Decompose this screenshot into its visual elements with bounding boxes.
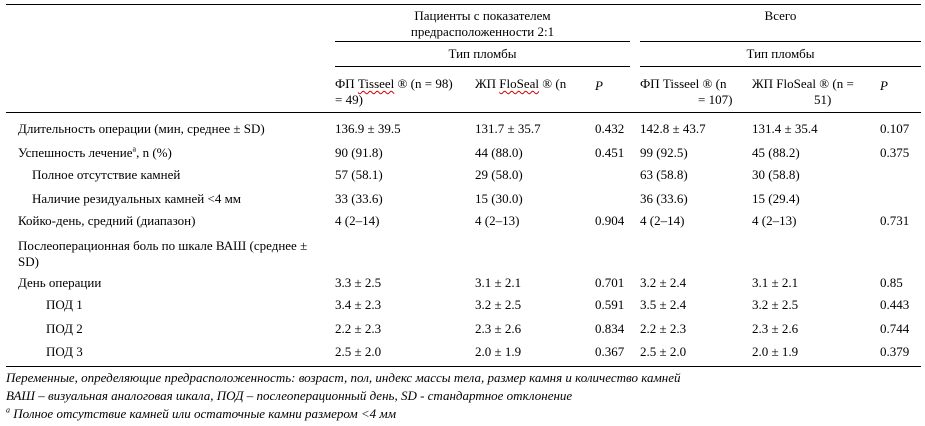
table-cell: 90 (91.8) [335,145,383,160]
row-label: Длительность операции (мин, среднее ± SD… [18,121,265,136]
footnote-abbreviations: ВАШ – визуальная аналоговая шкала, ПОД –… [6,388,573,403]
table-cell: 142.8 ± 43.7 [640,121,706,136]
table-cell: 29 (58.0) [475,167,523,182]
row-label: День операции [18,275,102,290]
table-cell: 0.443 [880,297,910,312]
row-label: Наличие резидуальных камней <4 мм [32,191,242,206]
table-cell: 2.5 ± 2.0 [335,344,382,359]
table-cell: 4 (2–14) [335,213,380,228]
table-cell: 0.731 [880,213,910,228]
table-cell: 4 (2–13) [752,213,797,228]
rule-group1 [335,41,630,42]
table-cell: 2.2 ± 2.3 [640,321,687,336]
table-cell: 2.0 ± 1.9 [475,344,522,359]
table-cell: 3.2 ± 2.4 [640,275,687,290]
table-cell: 57 (58.1) [335,167,383,182]
table-cell: 45 (88.2) [752,145,800,160]
footnote-a: a Полное отсутствие камней или остаточны… [6,405,397,421]
table-cell: 3.3 ± 2.5 [335,275,382,290]
table-cell: 2.3 ± 2.6 [752,321,799,336]
table-cell: 0.85 [880,275,903,290]
table-cell: 4 (2–13) [475,213,520,228]
col-header-gp-floseal-1: ЖП FloSeal ® (n [475,76,567,91]
table-cell: 0.904 [595,213,625,228]
row-label: ПОД 2 [46,321,83,336]
col-header-fp-tisseel-2: ФП Tisseel ® (n = 107) [640,76,733,107]
table-cell: 136.9 ± 39.5 [335,121,401,136]
table-cell: 0.701 [595,275,625,290]
row-label: ПОД 3 [46,344,83,359]
table-cell: 0.375 [880,145,910,160]
table-cell: 3.4 ± 2.3 [335,297,382,312]
rule-top [6,4,921,5]
table-cell: 0.451 [595,145,625,160]
table-cell: 0.107 [880,121,910,136]
table-cell: 33 (33.6) [335,191,383,206]
table-cell: 0.744 [880,321,910,336]
table-cell: 131.7 ± 35.7 [475,121,541,136]
table-cell: 131.4 ± 35.4 [752,121,818,136]
table-cell: 15 (30.0) [475,191,523,206]
table-cell: 2.2 ± 2.3 [335,321,382,336]
footnote-variables: Переменные, определяющие предрасположенн… [6,370,681,385]
rule-header-bottom [6,112,921,113]
row-label: ПОД 1 [46,297,83,312]
table-cell: 0.379 [880,344,910,359]
table-cell: 4 (2–14) [640,213,685,228]
table-cell: 3.1 ± 2.1 [752,275,799,290]
seal-type-header-2: Тип пломбы [746,46,815,61]
table-cell: 44 (88.0) [475,145,523,160]
table-cell: 15 (29.4) [752,191,800,206]
table-cell: 3.2 ± 2.5 [752,297,799,312]
table-cell: 2.5 ± 2.0 [640,344,687,359]
row-label: Успешность лечениеa, n (%) [18,144,172,160]
table-cell: 63 (58.8) [640,167,688,182]
table-cell: 3.1 ± 2.1 [475,275,522,290]
rule-bottom [6,366,921,367]
table-cell: 2.0 ± 1.9 [752,344,799,359]
rule-group2 [640,41,921,42]
row-label: Койко-день, средний (диапазон) [18,213,196,228]
row-label: Послеоперационная боль по шкале ВАШ (сре… [18,238,308,269]
col-header-p-1: P [595,78,603,93]
col-header-p-2: P [880,78,888,93]
table-cell: 0.432 [595,121,625,136]
table-cell: 36 (33.6) [640,191,688,206]
table-cell: 0.834 [595,321,625,336]
table-cell: 30 (58.8) [752,167,800,182]
col-header-fp-tisseel-1: ФП Tisseel ® (n = 98) = 49) [335,76,453,107]
group1-header: Пациенты с показателем предрасположеннос… [410,8,555,39]
rule-seal1 [335,66,630,67]
table-cell: 0.591 [595,297,625,312]
table-cell: 2.3 ± 2.6 [475,321,522,336]
row-label: Полное отсутствие камней [32,167,181,182]
table-cell: 99 (92.5) [640,145,688,160]
seal-type-header-1: Тип пломбы [448,46,517,61]
table-cell: 3.5 ± 2.4 [640,297,687,312]
table-cell: 0.367 [595,344,625,359]
rule-seal2 [640,66,921,67]
group2-header: Всего [764,8,797,23]
table-cell: 3.2 ± 2.5 [475,297,522,312]
col-header-gp-floseal-2: ЖП FloSeal ® (n = 51) [752,76,854,107]
